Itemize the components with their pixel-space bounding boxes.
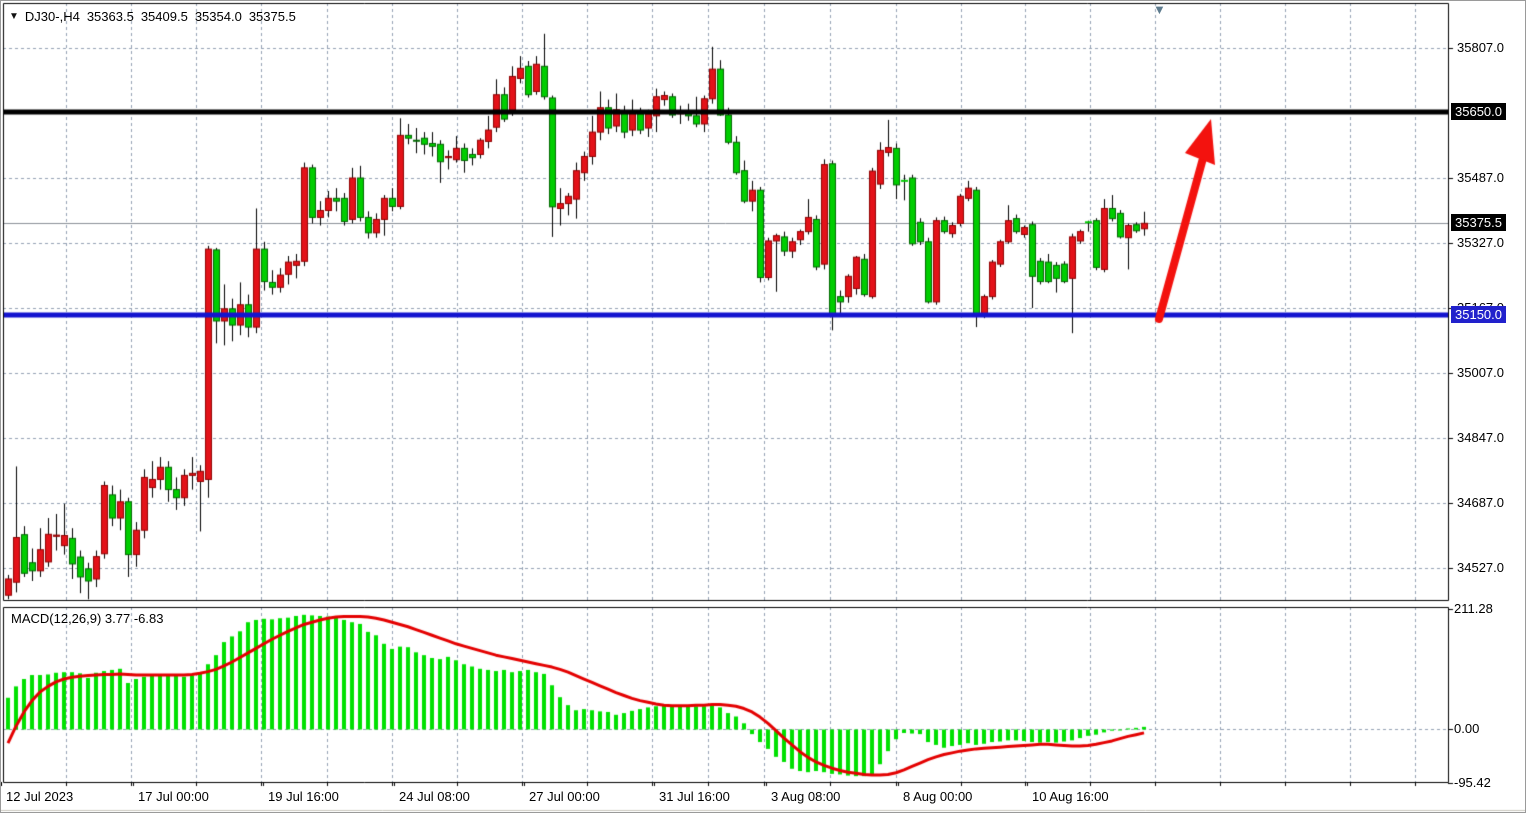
quote-low: 35354.0 [194, 9, 242, 24]
price-axis-label: 34687.0 [1457, 495, 1504, 510]
price-line-label[interactable]: 35650.0 [1451, 103, 1506, 120]
quote-close: 35375.5 [248, 9, 296, 24]
chart-shift-marker-icon[interactable]: ▼ [1153, 2, 1166, 17]
triangle-down-icon[interactable]: ▼ [9, 11, 19, 22]
symbol-period-label: DJ30-,H4 [24, 9, 80, 24]
support-line-price-label[interactable]: 35150.0 [1451, 306, 1506, 323]
price-axis-label: 35487.0 [1457, 170, 1504, 185]
macd-axis-label: 211.28 [1454, 601, 1493, 616]
time-axis-label: 17 Jul 00:00 [138, 789, 209, 804]
time-axis-label: 19 Jul 16:00 [268, 789, 339, 804]
price-axis-label: 34847.0 [1457, 430, 1504, 445]
price-axis-label: 35327.0 [1457, 235, 1504, 250]
chart-title: ▼ DJ30-,H4 35363.5 35409.5 35354.0 35375… [9, 9, 303, 24]
macd-indicator-label: MACD(12,26,9) 3.77 -6.83 [11, 611, 164, 626]
time-axis-label: 10 Aug 16:00 [1032, 789, 1109, 804]
price-axis-label: 34527.0 [1457, 560, 1504, 575]
time-axis-label: 27 Jul 00:00 [529, 789, 600, 804]
time-axis-label: 8 Aug 00:00 [903, 789, 973, 804]
price-axis-label: 35807.0 [1457, 40, 1504, 55]
quote-high: 35409.5 [140, 9, 188, 24]
macd-axis-label: -95.42 [1454, 775, 1491, 790]
time-axis-label: 31 Jul 16:00 [659, 789, 730, 804]
quote-open: 35363.5 [86, 9, 134, 24]
time-axis-label: 24 Jul 08:00 [399, 789, 470, 804]
price-axis-label: 35007.0 [1457, 365, 1504, 380]
time-axis-label: 12 Jul 2023 [6, 789, 74, 804]
time-axis-label: 3 Aug 08:00 [771, 789, 841, 804]
macd-axis-label: 0.00 [1454, 721, 1480, 736]
price-line-label[interactable]: 35375.5 [1451, 214, 1506, 231]
